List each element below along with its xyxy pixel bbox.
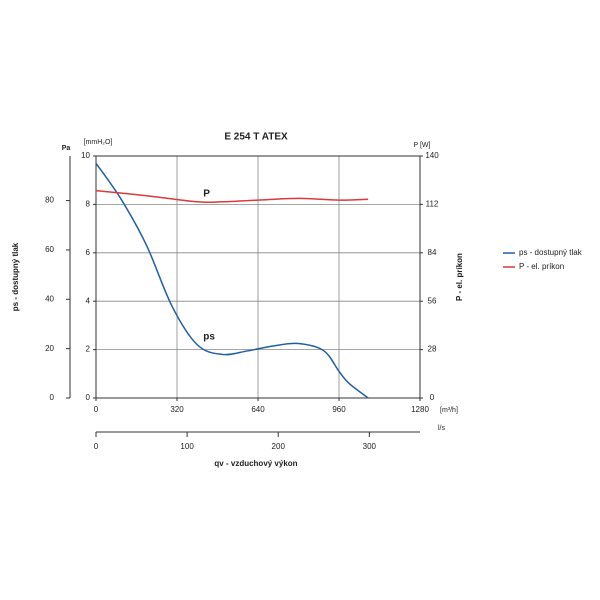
pa-tick-label: 40 xyxy=(45,294,54,303)
chart-title: E 254 T ATEX xyxy=(224,132,288,143)
x2-tick-label: 0 xyxy=(94,442,99,451)
plot-frame xyxy=(95,155,421,399)
series-annotation: P xyxy=(203,188,210,199)
y-tick-label: 6 xyxy=(86,248,91,257)
x-tick-label: 960 xyxy=(332,405,346,414)
pa-tick-label: 20 xyxy=(45,344,54,353)
y-unit: [mmH₂O] xyxy=(84,139,113,146)
x-tick-label: 640 xyxy=(251,405,265,414)
x2-tick-label: 300 xyxy=(363,442,377,451)
pa-tick-label: 80 xyxy=(45,196,54,205)
y-tick-label: 4 xyxy=(86,296,91,305)
pa-tick-label: 60 xyxy=(45,245,54,254)
series-annotation: ps xyxy=(203,331,215,342)
y2-tick-label: 56 xyxy=(428,296,437,305)
pa-unit: Pa xyxy=(62,145,71,152)
y-tick-label: 2 xyxy=(86,345,91,354)
y2-tick-label: 84 xyxy=(428,248,437,257)
y-label: ps - dostupný tlak xyxy=(11,242,20,311)
y-tick-label: 8 xyxy=(86,200,91,209)
y2-tick-label: 140 xyxy=(425,151,439,160)
y2-tick-label: 112 xyxy=(426,200,439,209)
x-tick-label: 320 xyxy=(170,405,184,414)
series-line xyxy=(95,162,369,399)
y-tick-label: 10 xyxy=(81,151,90,160)
series-line xyxy=(95,189,369,204)
x2-unit: l/s xyxy=(438,425,446,432)
y2-label: P - el. príkon xyxy=(455,253,464,301)
x-unit: [m³/h] xyxy=(440,407,458,414)
legend-label: ps - dostupný tlak xyxy=(519,248,583,257)
y2-unit: P [W] xyxy=(414,142,431,149)
x2-tick-label: 200 xyxy=(272,442,286,451)
legend-label: P - el. príkon xyxy=(519,262,564,271)
x-tick-label: 1280 xyxy=(411,405,429,414)
x2-tick-label: 100 xyxy=(180,442,194,451)
y2-tick-label: 28 xyxy=(428,345,437,354)
x-tick-label: 0 xyxy=(94,405,99,414)
y2-tick-label: 0 xyxy=(430,393,435,402)
x-label: qv - vzduchový výkon xyxy=(214,459,297,468)
y-tick-label: 0 xyxy=(86,393,91,402)
pa-tick-label: 0 xyxy=(50,393,55,402)
